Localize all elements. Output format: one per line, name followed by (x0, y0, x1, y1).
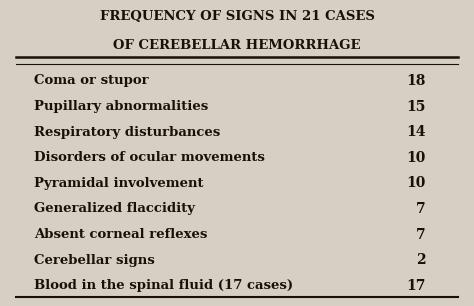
Text: Blood in the spinal fluid (17 cases): Blood in the spinal fluid (17 cases) (35, 279, 293, 292)
Text: 7: 7 (416, 202, 426, 216)
Text: FREQUENCY OF SIGNS IN 21 CASES: FREQUENCY OF SIGNS IN 21 CASES (100, 10, 374, 24)
Text: 15: 15 (406, 99, 426, 114)
Text: Cerebellar signs: Cerebellar signs (35, 254, 155, 267)
Text: Respiratory disturbances: Respiratory disturbances (35, 125, 220, 139)
Text: Pyramidal involvement: Pyramidal involvement (35, 177, 204, 190)
Text: 18: 18 (406, 74, 426, 88)
Text: 14: 14 (406, 125, 426, 139)
Text: Coma or stupor: Coma or stupor (35, 74, 149, 88)
Text: 17: 17 (406, 279, 426, 293)
Text: OF CEREBELLAR HEMORRHAGE: OF CEREBELLAR HEMORRHAGE (113, 39, 361, 52)
Text: 10: 10 (406, 151, 426, 165)
Text: Disorders of ocular movements: Disorders of ocular movements (35, 151, 265, 164)
Text: Generalized flaccidity: Generalized flaccidity (35, 203, 195, 215)
Text: Absent corneal reflexes: Absent corneal reflexes (35, 228, 208, 241)
Text: 10: 10 (406, 176, 426, 190)
Text: 2: 2 (416, 253, 426, 267)
Text: Pupillary abnormalities: Pupillary abnormalities (35, 100, 209, 113)
Text: 7: 7 (416, 228, 426, 241)
